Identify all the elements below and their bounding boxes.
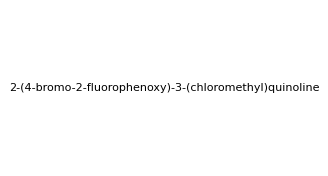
- Text: 2-(4-bromo-2-fluorophenoxy)-3-(chloromethyl)quinoline: 2-(4-bromo-2-fluorophenoxy)-3-(chloromet…: [9, 83, 319, 93]
